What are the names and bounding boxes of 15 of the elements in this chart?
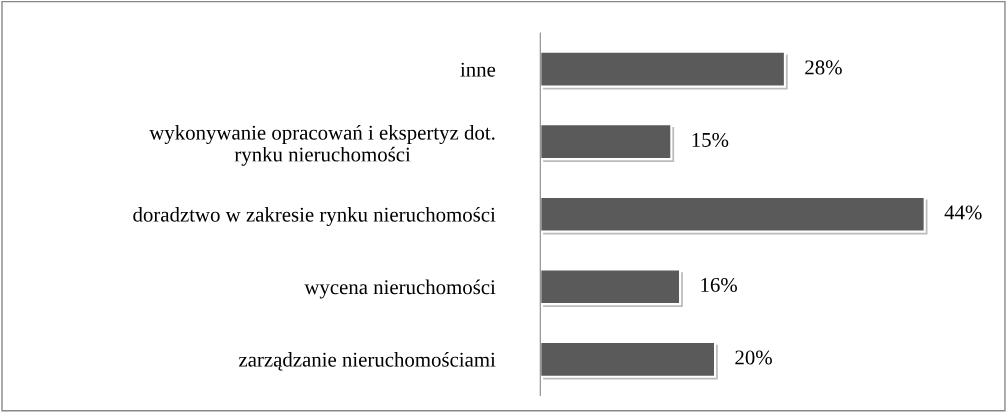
bar <box>540 340 717 378</box>
data-label: 20% <box>735 350 772 365</box>
y-tick-label: doradztwo w zakresie rynku nieruchomości <box>133 207 496 226</box>
bar <box>540 195 926 233</box>
bar <box>540 268 682 306</box>
y-tick-label: wycena nieruchomości <box>304 279 496 299</box>
y-tick-label: zarządzanie nieruchomościami <box>239 352 496 371</box>
data-label: 15% <box>692 132 729 148</box>
y-tick-label: inne <box>460 62 496 77</box>
data-label: 44% <box>944 205 982 220</box>
bar <box>540 50 786 88</box>
data-label: 28% <box>805 60 842 75</box>
y-tick-label: wykonywanie opracowań i ekspertyz dot. rynku nieruchomości <box>149 124 495 166</box>
bar <box>540 123 673 161</box>
data-label: 16% <box>701 277 737 293</box>
